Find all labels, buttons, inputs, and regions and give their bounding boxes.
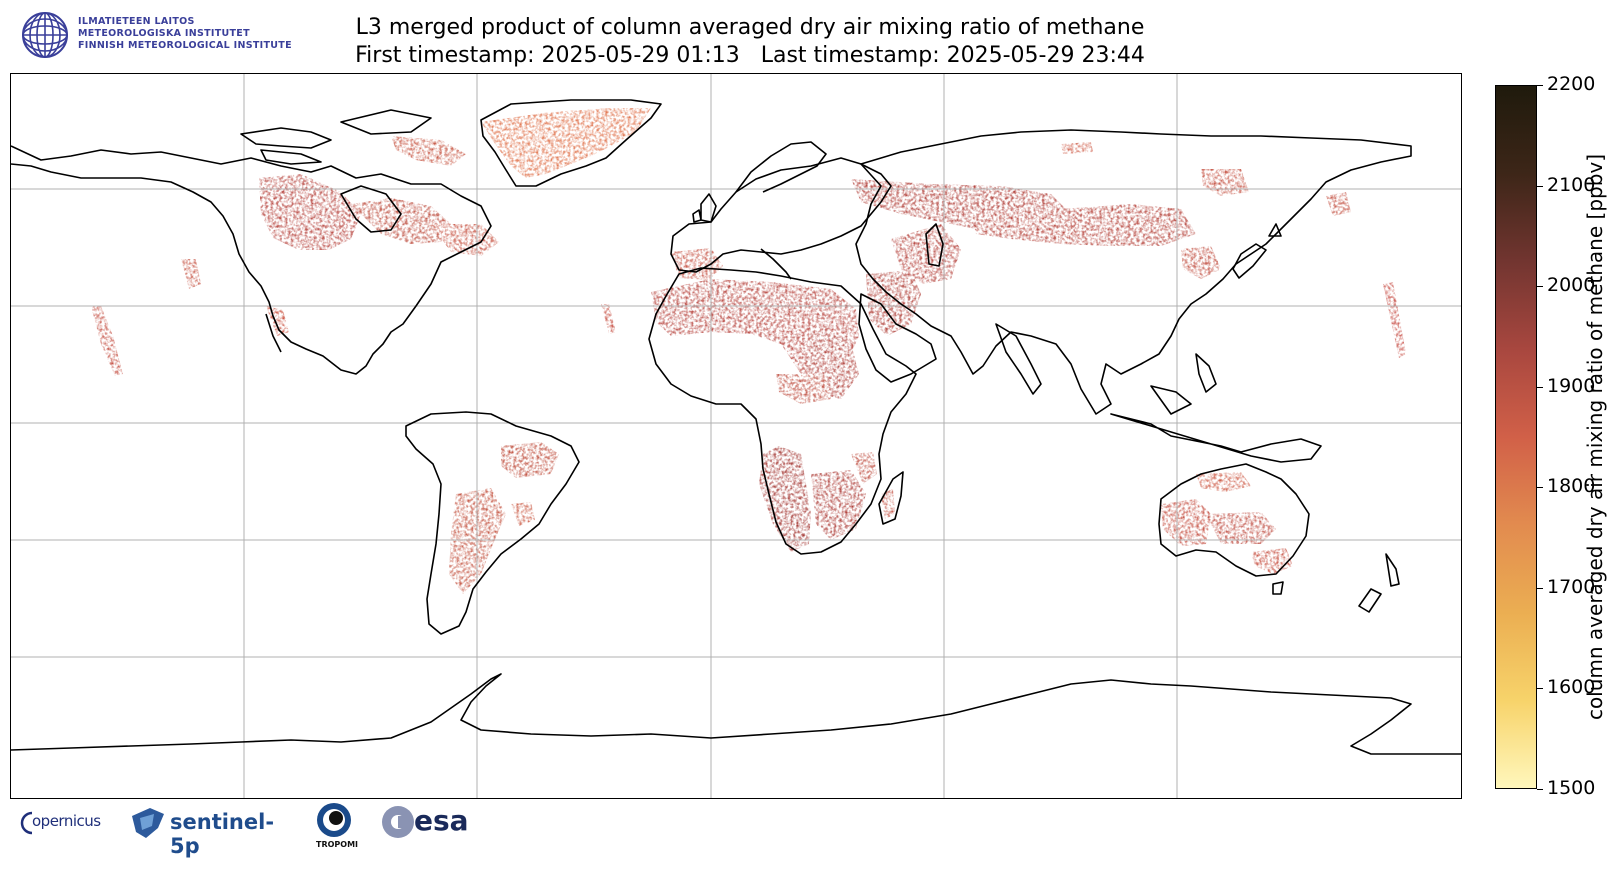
colorbar-ticks: 1500 1600 1700 1800 1900 2000 2100 2200 xyxy=(1537,73,1607,799)
esa-icon xyxy=(382,806,414,838)
map-title: L3 merged product of column averaged dry… xyxy=(300,14,1200,70)
coast-greenland xyxy=(480,99,662,187)
colorbar-tick-mark xyxy=(1537,85,1543,86)
coast-arctic-islands xyxy=(240,109,432,165)
fmi-name: ILMATIETEEN LAITOS METEOROLOGISKA INSTIT… xyxy=(78,16,292,52)
world-map xyxy=(10,73,1462,799)
colorbar-tick-label: 1900 xyxy=(1547,374,1596,397)
coast-japan xyxy=(1232,223,1282,279)
colorbar-tick-mark xyxy=(1537,286,1543,288)
coast-india xyxy=(995,323,1042,395)
sentinel-logo: sentinel-5p xyxy=(128,808,288,862)
colorbar-tick-mark xyxy=(1537,688,1543,690)
methane-data-layer xyxy=(91,108,1406,594)
copernicus-wordmark: opernicus xyxy=(32,812,101,830)
colorbar-tick-label: 2200 xyxy=(1547,73,1596,95)
data-australia-southeast xyxy=(1251,548,1293,574)
colorbar-tick-mark xyxy=(1537,185,1543,187)
colorbar-label-text: column averaged dry air mixing ratio of … xyxy=(1583,153,1607,721)
data-mexico xyxy=(266,306,289,336)
world-map-svg xyxy=(11,74,1461,798)
esa-logo: esa xyxy=(380,804,480,862)
coast-north-america xyxy=(11,145,492,375)
colorbar xyxy=(1495,85,1537,789)
data-quebec xyxy=(431,224,499,256)
coast-new-zealand xyxy=(1358,553,1400,613)
colorbar-tick-label: 2100 xyxy=(1547,173,1596,196)
data-canadian-arctic xyxy=(391,136,466,166)
sentinel-wordmark: sentinel-5p xyxy=(170,810,275,858)
data-greenland xyxy=(481,108,651,178)
data-canada xyxy=(259,174,361,250)
data-siberia xyxy=(1201,169,1249,196)
colorbar-tick-label: 1800 xyxy=(1547,475,1596,498)
copernicus-logo: opernicus xyxy=(20,811,110,862)
colorbar-tick-label: 1700 xyxy=(1547,575,1596,598)
coastlines xyxy=(11,99,1461,755)
fmi-name-fi: ILMATIETEEN LAITOS xyxy=(78,16,195,27)
tropomi-wordmark: TROPOMI xyxy=(316,840,359,849)
data-atlantic-swath xyxy=(601,304,616,334)
coast-arabia xyxy=(858,293,937,383)
coast-baja xyxy=(265,313,282,353)
data-us-west xyxy=(181,259,201,289)
fmi-logo: ILMATIETEEN LAITOS METEOROLOGISKA INSTIT… xyxy=(20,10,295,60)
data-australia-north xyxy=(1196,472,1251,492)
data-uruguay xyxy=(511,502,535,526)
colorbar-tick-mark xyxy=(1537,587,1543,589)
coast-tasmania xyxy=(1272,581,1284,595)
coast-madagascar xyxy=(878,471,904,525)
coast-hudson-bay xyxy=(340,185,402,233)
colorbar-tick-label: 1600 xyxy=(1547,676,1596,699)
title-line-1: L3 merged product of column averaged dry… xyxy=(355,15,1145,40)
esa-wordmark: esa xyxy=(414,804,469,837)
data-namibia xyxy=(759,446,811,552)
coast-philippines xyxy=(1195,353,1217,393)
coast-italy xyxy=(760,248,792,280)
coast-australia xyxy=(1158,463,1310,577)
data-siberia-north xyxy=(1061,142,1093,154)
map-gridlines xyxy=(11,74,1461,798)
satellite-icon xyxy=(132,808,164,838)
coast-uk xyxy=(692,193,717,223)
colorbar-tick-mark xyxy=(1537,386,1543,388)
coast-europe xyxy=(670,157,892,273)
coast-indonesia xyxy=(1110,385,1322,463)
data-northeast-china xyxy=(1181,246,1221,279)
colorbar-tick-mark xyxy=(1537,487,1543,489)
data-madagascar xyxy=(881,489,895,519)
tropomi-eye-icon xyxy=(317,803,351,837)
data-australia-west xyxy=(1161,499,1211,546)
data-mongolia-china xyxy=(971,204,1196,246)
fmi-name-sv: METEOROLOGISKA INSTITUTET xyxy=(78,28,250,39)
tropomi-logo: TROPOMI xyxy=(310,803,360,862)
coast-asia xyxy=(855,129,1412,415)
copernicus-icon xyxy=(20,811,33,835)
colorbar-tick-label: 1500 xyxy=(1547,777,1596,799)
colorbar-tick-mark xyxy=(1537,789,1543,790)
data-brazil xyxy=(501,442,559,478)
data-pacific-east xyxy=(1383,282,1406,358)
coast-scandinavia xyxy=(735,141,827,193)
title-line-2: First timestamp: 2025-05-29 01:13 Last t… xyxy=(355,43,1145,68)
data-australia-central xyxy=(1206,512,1276,544)
data-canada-east xyxy=(351,198,451,244)
data-pacific-swath xyxy=(91,306,123,376)
coast-caspian xyxy=(925,223,944,267)
data-mozambique xyxy=(851,452,877,484)
coast-antarctica xyxy=(11,673,1461,755)
partner-logos: opernicus sentinel-5p TROPOMI esa xyxy=(20,803,520,862)
fmi-globe-icon xyxy=(22,12,68,58)
fmi-name-en: FINNISH METEOROLOGICAL INSTITUTE xyxy=(78,40,292,51)
coast-africa xyxy=(648,267,917,555)
data-sahara xyxy=(651,279,859,379)
data-sahel xyxy=(776,374,831,404)
data-korea xyxy=(1326,192,1351,216)
data-botswana xyxy=(811,470,866,540)
colorbar-tick-label: 2000 xyxy=(1547,274,1596,297)
coast-south-america xyxy=(405,411,580,635)
